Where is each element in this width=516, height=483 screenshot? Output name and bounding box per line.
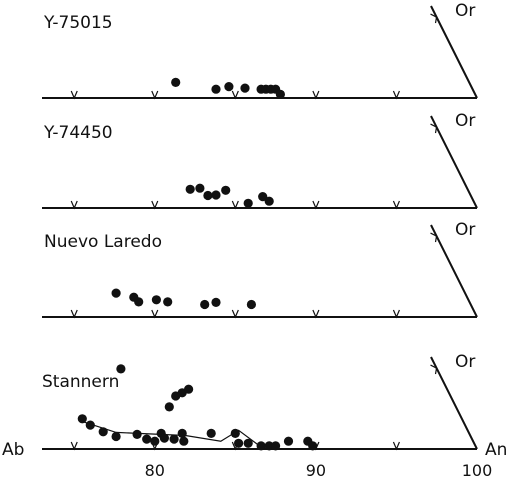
tick-labels: 80 90 100 — [145, 461, 493, 480]
data-point — [275, 89, 285, 99]
data-point — [271, 441, 281, 451]
panel-name: Y-74450 — [43, 123, 113, 143]
x-tick-label: 80 — [145, 461, 165, 480]
data-point — [185, 184, 195, 194]
data-point — [111, 288, 121, 298]
tick-mark — [392, 441, 400, 451]
tick-mark — [392, 200, 400, 210]
ab-label: Ab — [2, 440, 24, 460]
tick-mark — [392, 90, 400, 100]
data-point — [258, 192, 268, 202]
tick-mark — [231, 309, 239, 319]
data-point — [184, 384, 194, 394]
data-point — [77, 414, 87, 424]
data-point — [169, 434, 179, 444]
or-edge-arrow — [430, 13, 438, 24]
panels: Or Y-75015 Or Y-74450 Or Nuevo Laredo Or Stanne… — [42, 1, 478, 451]
an-label: An — [485, 440, 507, 460]
tick-mark — [151, 200, 159, 210]
data-point — [243, 198, 253, 208]
or-label: Or — [455, 1, 475, 21]
data-point — [211, 297, 221, 307]
panel-name: Stannern — [42, 372, 119, 392]
or-edge — [430, 5, 478, 99]
data-point — [221, 185, 231, 195]
tick-mark — [70, 309, 78, 319]
tick-mark — [151, 90, 159, 100]
tick-mark — [70, 90, 78, 100]
data-point — [211, 84, 221, 94]
data-point — [264, 441, 274, 451]
data-point — [151, 295, 161, 305]
tick-mark — [151, 309, 159, 319]
panel-name: Nuevo Laredo — [44, 232, 162, 252]
panel: Or Y-74450 — [42, 111, 478, 210]
data-point — [179, 436, 189, 446]
data-point — [203, 190, 213, 201]
data-point — [150, 436, 160, 446]
data-point — [240, 83, 250, 93]
data-point — [200, 299, 210, 310]
or-edge-arrow — [430, 232, 438, 243]
data-point — [177, 428, 187, 438]
or-edge — [430, 356, 478, 450]
tick-mark — [312, 309, 320, 319]
data-point — [111, 431, 121, 442]
data-point — [308, 441, 318, 451]
or-label: Or — [455, 352, 475, 372]
tick-mark — [70, 441, 78, 451]
x-tick-label: 90 — [306, 461, 326, 480]
data-point — [132, 429, 142, 439]
data-point — [163, 297, 173, 307]
data-point — [224, 82, 234, 92]
data-point — [142, 434, 152, 444]
tick-mark — [70, 200, 78, 210]
data-point — [85, 420, 95, 430]
data-point — [256, 441, 266, 451]
x-tick-label: 100 — [462, 461, 493, 480]
data-point — [283, 436, 294, 446]
tick-mark — [312, 200, 320, 210]
tick-mark — [392, 309, 400, 319]
panel: Or Stannern — [42, 352, 478, 451]
bottom-axis: Ab An 80 90 100 — [2, 440, 507, 480]
or-label: Or — [455, 111, 475, 131]
data-point — [246, 299, 256, 310]
or-label: Or — [455, 220, 475, 240]
data-point — [116, 364, 126, 374]
panel-name: Y-75015 — [43, 13, 113, 33]
data-point — [264, 196, 274, 206]
tick-mark — [231, 90, 239, 100]
data-point — [164, 402, 174, 412]
data-point — [206, 428, 216, 438]
data-point — [195, 183, 205, 193]
or-edge-arrow — [430, 364, 438, 375]
tick-mark — [231, 200, 239, 210]
data-point — [134, 297, 144, 307]
panel: Or Nuevo Laredo — [42, 220, 478, 319]
data-point — [171, 77, 181, 87]
or-edge — [430, 224, 478, 318]
data-point — [230, 428, 240, 438]
data-point — [211, 190, 221, 200]
tick-mark — [312, 90, 320, 100]
data-point — [159, 433, 169, 443]
data-point — [234, 438, 244, 448]
data-point — [243, 438, 253, 448]
or-edge-arrow — [430, 123, 438, 134]
or-edge — [430, 115, 478, 209]
panel: Or Y-75015 — [42, 1, 478, 100]
data-point — [98, 427, 108, 437]
